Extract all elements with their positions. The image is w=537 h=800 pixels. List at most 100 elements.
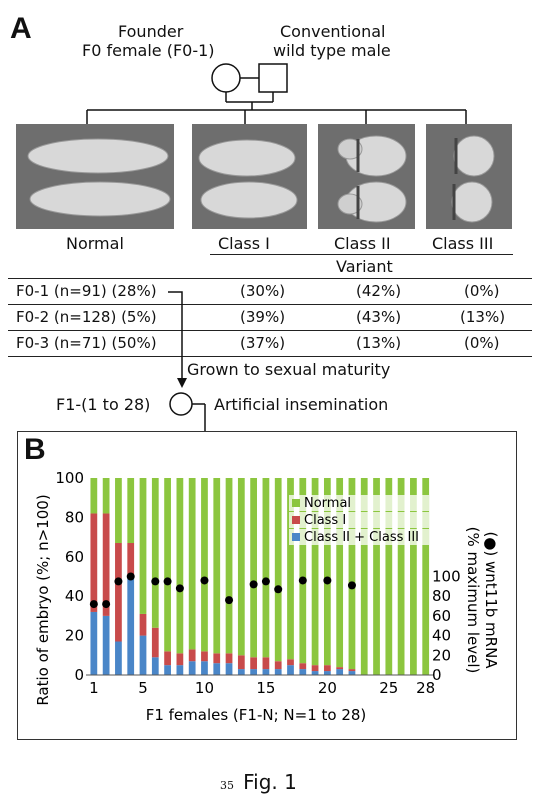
variant-rule (210, 254, 513, 255)
legend-swatch (292, 499, 300, 507)
founder-label-line1: Founder (118, 22, 184, 41)
bar-class-i-22 (348, 669, 356, 672)
bar-class-i-5 (139, 613, 147, 636)
bar-normal-17 (287, 478, 294, 660)
bar-class-ii-class-iii-20 (323, 671, 331, 675)
bar-normal-8 (176, 478, 184, 654)
y2-axis-label: (●) wnt11b mRNA (482, 531, 500, 669)
male-label-line2: wild type male (273, 41, 391, 60)
f1-label: F1-(1 to 28) (56, 395, 151, 414)
bar-class-ii-class-iii-4 (127, 576, 135, 675)
bar-normal-22 (348, 478, 356, 670)
table-cell-class1: (39%) (240, 308, 286, 326)
bar-class-ii-class-iii-5 (139, 635, 147, 675)
bar-class-ii-class-iii-14 (250, 669, 258, 675)
bar-class-i-17 (287, 659, 294, 666)
y-tick-label: 20 (65, 627, 84, 645)
legend-label: Normal (304, 496, 351, 511)
bar-normal-28 (422, 478, 430, 675)
bar-class-i-4 (127, 543, 135, 577)
table-cell-line: F0-2 (n=128) (5%) (16, 308, 157, 326)
wnt11b-point-18 (298, 576, 307, 585)
bar-class-i-21 (336, 667, 344, 670)
panel-b-letter: B (24, 433, 46, 466)
bar-class-i-6 (151, 627, 159, 658)
bar-normal-25 (385, 478, 393, 675)
bar-class-ii-class-iii-15 (262, 669, 270, 675)
male-label-line1: Conventional (280, 22, 386, 41)
bar-class-i-15 (262, 657, 270, 670)
founder-label-line2: F0 female (F0-1) (82, 41, 215, 60)
bar-normal-27 (410, 478, 417, 675)
normal-embryo-photo (16, 124, 174, 229)
bar-class-ii-class-iii-8 (176, 665, 184, 675)
bar-normal-12 (225, 478, 233, 654)
phenotype-label-class1: Class I (218, 234, 270, 253)
bar-class-i-7 (164, 651, 171, 666)
grown-label: Grown to sexual maturity (187, 360, 391, 379)
x-tick-label: 20 (318, 679, 337, 697)
bar-normal-19 (311, 478, 319, 666)
class2-embryo-photo (318, 124, 415, 229)
page-number: 35 (220, 779, 234, 792)
table-cell-class2: (13%) (356, 334, 402, 352)
y2-tick-label: 80 (432, 587, 451, 605)
bar-class-ii-class-iii-21 (336, 669, 344, 675)
bar-class-ii-class-iii-22 (348, 671, 356, 675)
bar-normal-10 (201, 478, 208, 652)
figure-label: Fig. 1 (243, 770, 297, 794)
y2-tick-label: 100 (432, 568, 461, 586)
bar-normal-11 (213, 478, 221, 654)
y2-tick-label: 40 (432, 627, 451, 645)
wnt11b-point-7 (163, 577, 172, 586)
class3-embryo-photo (426, 124, 512, 229)
bar-class-ii-class-iii-7 (164, 665, 171, 675)
wnt11b-point-22 (347, 581, 356, 590)
wnt11b-point-1 (89, 600, 98, 609)
panel-b-frame (17, 431, 517, 740)
wnt11b-point-14 (249, 580, 258, 589)
wnt11b-point-10 (200, 576, 209, 585)
x-axis-label: F1 females (F1-N; N=1 to 28) (146, 706, 367, 724)
legend-bg (289, 529, 429, 545)
bar-class-i-3 (115, 543, 122, 642)
bar-normal-4 (127, 478, 135, 544)
bar-class-i-10 (201, 651, 208, 662)
wnt11b-point-6 (151, 577, 160, 586)
bar-class-ii-class-iii-2 (102, 615, 110, 675)
bar-class-i-19 (311, 665, 319, 672)
insemination-label: Artificial insemination (214, 395, 389, 414)
bar-normal-20 (323, 478, 331, 666)
table-cell-class3: (13%) (460, 308, 506, 326)
y-tick-label: 0 (74, 666, 84, 684)
phenotype-label-normal: Normal (66, 234, 124, 253)
bar-class-ii-class-iii-1 (90, 611, 98, 675)
bar-class-i-18 (299, 663, 307, 670)
bar-normal-26 (397, 478, 405, 675)
x-tick-label: 1 (89, 679, 99, 697)
table-cell-class2: (42%) (356, 282, 402, 300)
x-tick-label: 25 (379, 679, 398, 697)
bar-class-i-16 (274, 661, 282, 670)
y-tick-label: 80 (65, 508, 84, 526)
bar-normal-5 (139, 478, 147, 614)
wnt11b-point-20 (323, 576, 332, 585)
table-row: F0-3 (n=71) (50%) (37%) (13%) (0%) (8, 330, 532, 357)
bar-class-ii-class-iii-10 (201, 661, 208, 675)
y2-tick-label: 0 (432, 666, 442, 684)
table-cell-line: F0-1 (n=91) (28%) (16, 282, 157, 300)
legend-bg (289, 512, 429, 528)
bar-normal-9 (188, 478, 196, 650)
bar-class-ii-class-iii-13 (237, 669, 245, 675)
table-cell-class3: (0%) (464, 334, 500, 352)
male-symbol (258, 63, 288, 93)
legend-label: Class II + Class III (304, 530, 419, 545)
legend-label: Class I (304, 513, 346, 528)
bar-class-i-9 (188, 649, 196, 662)
bar-normal-7 (164, 478, 171, 652)
bar-class-ii-class-iii-17 (287, 665, 294, 675)
panel-a-letter: A (10, 12, 32, 45)
bar-class-ii-class-iii-18 (299, 669, 307, 675)
phenotype-label-class3: Class III (432, 234, 494, 253)
